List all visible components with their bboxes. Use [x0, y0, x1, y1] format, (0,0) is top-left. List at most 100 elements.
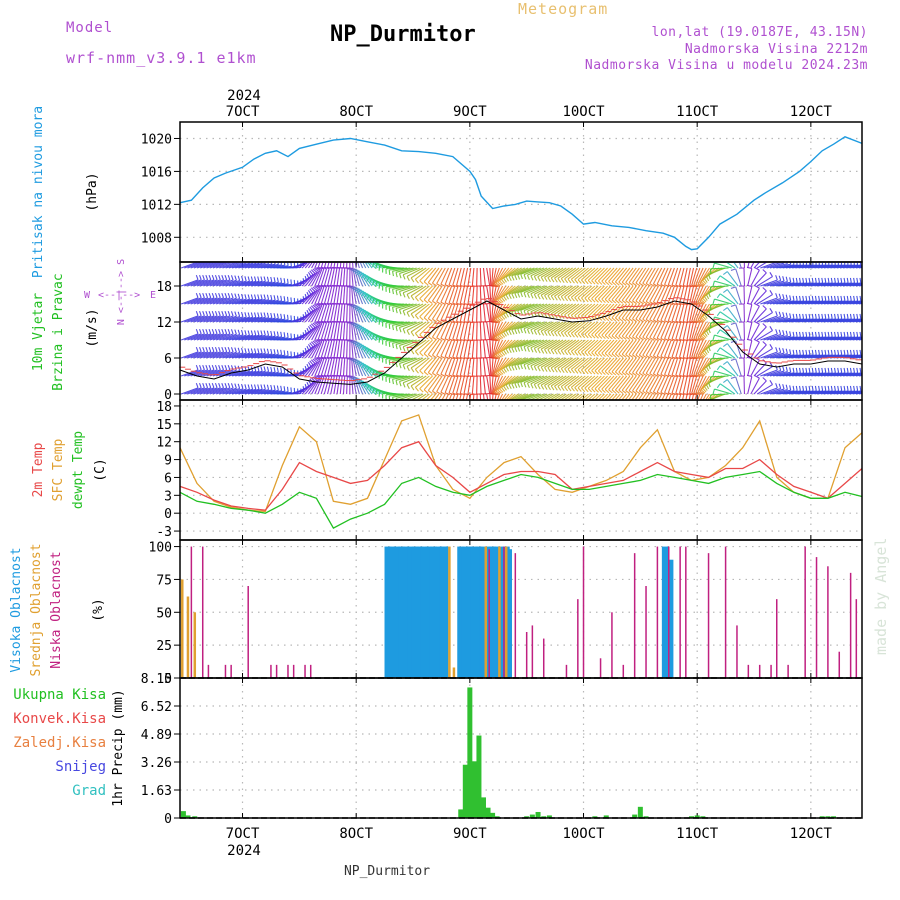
wind-barb-tick — [226, 262, 227, 263]
wind-barb — [560, 267, 577, 280]
wind-barb-tick — [216, 262, 217, 263]
wind-barb-tick — [700, 371, 706, 376]
station-title: NP_Durmitor — [330, 22, 476, 47]
wind-barb — [399, 339, 417, 346]
wind-barb — [855, 320, 862, 323]
wind-barb — [587, 357, 602, 371]
wind-barb — [395, 339, 414, 345]
wind-barb — [336, 376, 341, 395]
wind-barb-tick — [468, 412, 473, 413]
wind-barb — [516, 393, 532, 400]
wind-barb-tick — [530, 293, 534, 299]
wind-barb-tick — [597, 352, 603, 357]
wind-barb-tick — [712, 388, 715, 394]
wind-barb-tick — [830, 367, 833, 373]
wind-barb — [254, 353, 272, 359]
wind-barb — [493, 357, 504, 375]
wind-barb — [581, 357, 596, 371]
wind-barb — [320, 262, 324, 269]
wind-barb-tick — [444, 302, 450, 306]
wind-barb — [795, 300, 814, 305]
mid-cloud-bar — [193, 612, 197, 678]
wind-barb — [814, 336, 833, 341]
wind-barb-tick — [286, 314, 289, 320]
wind-barb-tick — [863, 296, 864, 301]
wind-barb-tick — [208, 364, 212, 371]
wind-barb-tick — [859, 313, 862, 319]
wind-barb — [735, 286, 742, 305]
wind-barb — [638, 267, 650, 284]
wind-barb-tick — [621, 317, 627, 322]
wind-barb — [352, 304, 357, 323]
wind-barb-tick — [270, 312, 273, 319]
wind-barb-tick — [274, 262, 276, 265]
wind-barb-tick — [423, 353, 429, 358]
cloud-side-label-mid: Srednja Oblacnost — [29, 543, 44, 676]
wind-barb-tick — [859, 295, 862, 301]
wind-barb — [547, 375, 564, 387]
wind-barb — [625, 357, 637, 373]
wind-barb-tick — [283, 368, 286, 374]
wind-barb-tick — [808, 295, 811, 301]
wind-barb-tick — [632, 409, 636, 412]
bottom-day-label: 10OCT — [562, 826, 605, 842]
wind-barb-tick — [358, 344, 364, 349]
wind-barb-tick — [501, 387, 506, 392]
wind-barb-tick — [708, 328, 711, 334]
wind-barb-tick — [577, 297, 582, 302]
wind-barb-tick — [514, 365, 518, 371]
wind-barb — [184, 279, 202, 287]
wind-barb — [212, 262, 231, 269]
wind-barb — [406, 285, 424, 295]
wind-barb — [336, 340, 341, 359]
wind-barb — [823, 336, 842, 341]
wind-barb — [632, 267, 644, 284]
wind-barb — [427, 267, 440, 283]
wind-barb-tick — [567, 314, 572, 320]
wind-barb-tick — [314, 285, 319, 290]
wind-barb — [512, 393, 526, 400]
precip-legend-0: Ukupna Kisa — [13, 687, 106, 703]
wind-barb — [682, 375, 688, 394]
wind-barb-tick — [224, 328, 228, 335]
wind-barb-tick — [395, 290, 398, 296]
wind-barb-tick — [361, 345, 366, 351]
wind-barb — [574, 267, 589, 280]
wind-barb-tick — [499, 298, 504, 303]
wind-barb — [804, 318, 823, 323]
wind-barb — [270, 391, 289, 395]
wind-barb-tick — [785, 348, 788, 354]
wind-barb-tick — [432, 318, 437, 323]
wind-barb-tick — [876, 314, 877, 319]
wind-barb — [247, 280, 266, 287]
wind-barb-tick — [419, 298, 424, 303]
wind-barb-tick — [260, 294, 263, 300]
wind-barb-tick — [782, 276, 785, 282]
wind-barb — [298, 310, 314, 323]
wind-barb — [760, 279, 778, 287]
wind-barb-tick — [501, 315, 506, 320]
wind-barb — [788, 372, 807, 377]
wind-barb — [574, 357, 589, 370]
wind-barb — [772, 299, 791, 305]
wind-barb — [594, 375, 609, 390]
wind-barb — [686, 321, 691, 340]
wind-barb-tick — [635, 318, 641, 323]
wind-barb — [467, 267, 472, 286]
wind-barb — [540, 375, 557, 386]
wind-barb-tick — [460, 356, 466, 360]
wind-barb — [820, 336, 839, 341]
wind-barb-tick — [547, 349, 551, 355]
wind-barb-tick — [792, 349, 795, 355]
wind-barb-tick — [314, 250, 318, 253]
wind-barb-tick — [570, 278, 575, 284]
wind-barb — [452, 357, 459, 376]
precip-bar — [485, 807, 491, 818]
wind-barb — [697, 357, 707, 375]
wind-barb-tick — [660, 391, 666, 395]
wind-barb — [584, 339, 599, 353]
wind-barb — [219, 297, 237, 305]
top-day-label: 12OCT — [790, 104, 833, 120]
wind-barb — [671, 267, 679, 286]
